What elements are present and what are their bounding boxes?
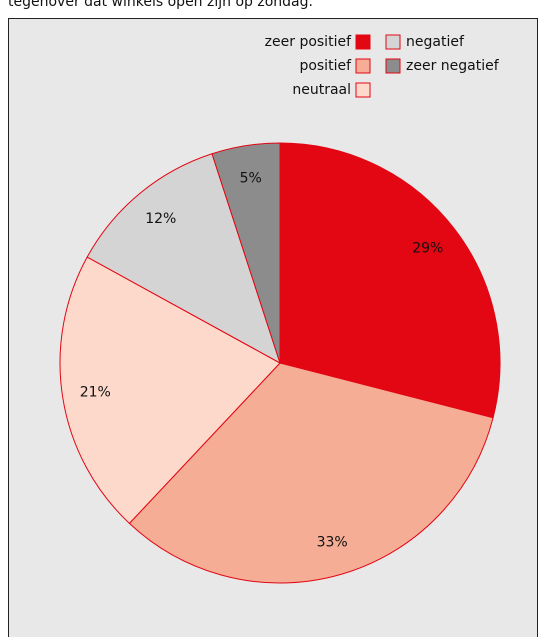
slice-label: 12% xyxy=(145,211,176,227)
legend-label: positief xyxy=(299,58,352,74)
legend-swatch xyxy=(355,82,371,98)
pie-slice xyxy=(86,153,281,365)
pie-slice xyxy=(211,142,281,364)
slice-label: 33% xyxy=(317,535,348,551)
legend-swatch xyxy=(355,34,371,50)
pie-slice xyxy=(279,142,501,419)
legend-label: zeer positief xyxy=(265,34,352,50)
legend-label: zeer negatief xyxy=(406,58,500,74)
pie-slice xyxy=(128,362,494,584)
legend-label: negatief xyxy=(406,34,465,50)
legend-label: neutraal xyxy=(292,82,351,98)
pie-slice xyxy=(59,256,281,525)
legend-swatch xyxy=(385,58,401,74)
chart-title: tegenover dat winkels open zijn op zonda… xyxy=(8,0,313,10)
legend-swatch xyxy=(385,34,401,50)
legend-swatch xyxy=(355,58,371,74)
slice-label: 21% xyxy=(80,384,111,400)
slice-label: 5% xyxy=(240,170,262,186)
slice-label: 29% xyxy=(412,240,443,256)
